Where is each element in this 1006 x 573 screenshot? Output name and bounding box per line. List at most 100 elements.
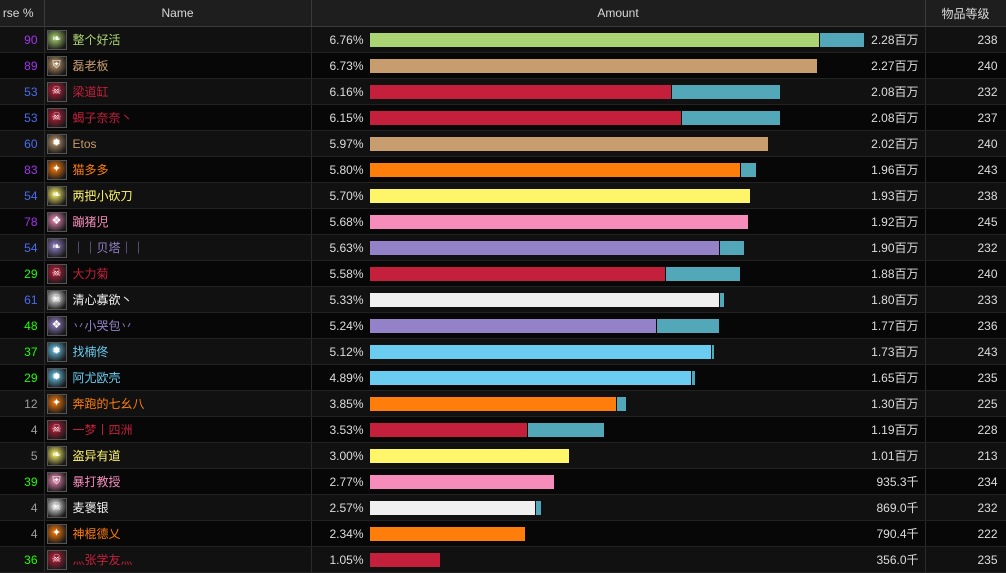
amount-bar	[369, 214, 749, 229]
header-name[interactable]: Name	[44, 0, 312, 27]
table-row[interactable]: 60 ✹ Etos 5.97% 2.02百万 240	[0, 130, 1006, 157]
skull-icon: ☠	[46, 289, 67, 310]
amount-percent: 5.33%	[329, 292, 364, 307]
player-name[interactable]: 蹦猪児	[72, 215, 109, 229]
parse-percent: 29	[0, 260, 45, 287]
bar-track	[369, 162, 865, 177]
amount-percent: 5.24%	[329, 318, 364, 333]
flame-icon: ✹	[46, 367, 67, 388]
amount-cell: 6.76% 2.28百万	[311, 26, 926, 53]
table-row[interactable]: 4 ☠ 一梦丨四洲 3.53% 1.19百万 228	[0, 416, 1006, 443]
table-row[interactable]: 48 ❖ 丷小哭包丷 5.24% 1.77百万 236	[0, 312, 1006, 339]
amount-bar	[369, 32, 820, 47]
table-row[interactable]: 53 ☠ 蝎子奈奈丶 6.15% 2.08百万 237	[0, 104, 1006, 131]
skull-icon: ☠	[46, 81, 67, 102]
table-row[interactable]: 37 ✹ 找楠佟 5.12% 1.73百万 243	[0, 338, 1006, 365]
amount-value: 1.92百万	[871, 215, 919, 229]
bar-track	[369, 84, 865, 99]
header-amount[interactable]: Amount	[311, 0, 926, 27]
spark-icon: ✦	[46, 523, 67, 544]
player-name-cell: ❧ 整个好活	[44, 26, 312, 53]
amount-cell: 5.12% 1.73百万	[311, 338, 926, 365]
player-name[interactable]: 大力菊	[72, 267, 109, 281]
table-row[interactable]: 53 ☠ 梁道缸 6.16% 2.08百万 232	[0, 78, 1006, 105]
bar-track	[369, 396, 865, 411]
table-row[interactable]: 29 ✹ 阿尤欧壳 4.89% 1.65百万 235	[0, 364, 1006, 391]
amount-cell: 5.58% 1.88百万	[311, 260, 926, 287]
table-row[interactable]: 36 ☠ 灬张学友灬 1.05% 356.0千 235	[0, 546, 1006, 573]
amount-percent: 5.58%	[329, 266, 364, 281]
parse-percent: 4	[0, 494, 45, 521]
amount-value: 2.28百万	[871, 33, 919, 47]
player-name-cell: ☠ 清心寡欲丶	[44, 286, 312, 313]
player-name[interactable]: 阿尤欧壳	[72, 371, 121, 385]
item-level: 243	[925, 156, 1006, 183]
amount-bar-secondary	[711, 344, 714, 359]
bar-track	[369, 58, 865, 73]
player-name[interactable]: 两把小砍刀	[72, 189, 133, 203]
player-name[interactable]: 一梦丨四洲	[72, 423, 133, 437]
player-name[interactable]: 丷小哭包丷	[72, 319, 133, 333]
player-name[interactable]: 磊老板	[72, 59, 109, 73]
player-name-cell: ☠ 灬张学友灬	[44, 546, 312, 573]
amount-percent: 6.73%	[329, 58, 364, 73]
amount-value: 1.19百万	[871, 423, 919, 437]
player-name[interactable]: 神棍德乂	[72, 527, 121, 541]
table-row[interactable]: 61 ☠ 清心寡欲丶 5.33% 1.80百万 233	[0, 286, 1006, 313]
amount-bar-secondary	[528, 422, 605, 437]
amount-value: 2.02百万	[871, 137, 919, 151]
amount-bar-secondary	[719, 292, 725, 307]
amount-bar	[369, 84, 672, 99]
player-name[interactable]: 蝎子奈奈丶	[72, 111, 133, 125]
amount-cell: 2.57% 869.0千	[311, 494, 926, 521]
table-row[interactable]: 54 ❧ 两把小砍刀 5.70% 1.93百万 238	[0, 182, 1006, 209]
table-row[interactable]: 12 ✦ 奔跑的七幺八 3.85% 1.30百万 225	[0, 390, 1006, 417]
player-name[interactable]: 梁道缸	[72, 85, 109, 99]
table-row[interactable]: 4 ✦ 神棍德乂 2.34% 790.4千 222	[0, 520, 1006, 547]
table-row[interactable]: 5 ❧ 盗异有道 3.00% 1.01百万 213	[0, 442, 1006, 469]
player-name-cell: ⛨ 磊老板	[44, 52, 312, 79]
shield-icon: ⛨	[46, 471, 67, 492]
player-name[interactable]: 暴打教授	[72, 475, 121, 489]
amount-percent: 5.80%	[329, 162, 364, 177]
amount-bar-secondary	[741, 162, 757, 177]
header-parse-percent[interactable]: rse %	[0, 0, 45, 27]
player-name[interactable]: 盗异有道	[72, 449, 121, 463]
parse-percent: 60	[0, 130, 45, 157]
table-row[interactable]: 90 ❧ 整个好活 6.76% 2.28百万 238	[0, 26, 1006, 53]
player-name[interactable]: ｜｜贝塔｜｜	[72, 241, 145, 255]
player-name-cell: ☠ 蝎子奈奈丶	[44, 104, 312, 131]
table-row[interactable]: 39 ⛨ 暴打教授 2.77% 935.3千 234	[0, 468, 1006, 495]
table-row[interactable]: 89 ⛨ 磊老板 6.73% 2.27百万 240	[0, 52, 1006, 79]
amount-cell: 6.15% 2.08百万	[311, 104, 926, 131]
amount-bar-secondary	[617, 396, 626, 411]
amount-bar	[369, 396, 616, 411]
player-name[interactable]: 灬张学友灬	[72, 553, 133, 567]
table-row[interactable]: 54 ❧ ｜｜贝塔｜｜ 5.63% 1.90百万 232	[0, 234, 1006, 261]
player-name-cell: ❧ ｜｜贝塔｜｜	[44, 234, 312, 261]
spark-icon: ✦	[46, 159, 67, 180]
flame-icon: ✹	[46, 341, 67, 362]
amount-value: 790.4千	[876, 527, 919, 541]
player-name[interactable]: Etos	[72, 136, 97, 151]
player-name[interactable]: 奔跑的七幺八	[72, 397, 145, 411]
player-name[interactable]: 整个好活	[72, 33, 121, 47]
item-level: 232	[925, 234, 1006, 261]
parse-percent: 78	[0, 208, 45, 235]
bar-track	[369, 266, 865, 281]
player-name[interactable]: 麦褒银	[72, 501, 109, 515]
table-row[interactable]: 29 ☠ 大力菊 5.58% 1.88百万 240	[0, 260, 1006, 287]
item-level: 232	[925, 494, 1006, 521]
player-name[interactable]: 清心寡欲丶	[72, 293, 133, 307]
leaf-icon: ❧	[46, 445, 67, 466]
leaf-icon: ❧	[46, 237, 67, 258]
table-row[interactable]: 4 ☠ 麦褒银 2.57% 869.0千 232	[0, 494, 1006, 521]
player-name[interactable]: 猫多多	[72, 163, 109, 177]
table-row[interactable]: 83 ✦ 猫多多 5.80% 1.96百万 243	[0, 156, 1006, 183]
player-name-cell: ✹ 阿尤欧壳	[44, 364, 312, 391]
bar-track	[369, 32, 865, 47]
table-row[interactable]: 78 ❖ 蹦猪児 5.68% 1.92百万 245	[0, 208, 1006, 235]
amount-percent: 5.63%	[329, 240, 364, 255]
player-name[interactable]: 找楠佟	[72, 345, 109, 359]
header-item-level[interactable]: 物品等级	[925, 0, 1006, 27]
